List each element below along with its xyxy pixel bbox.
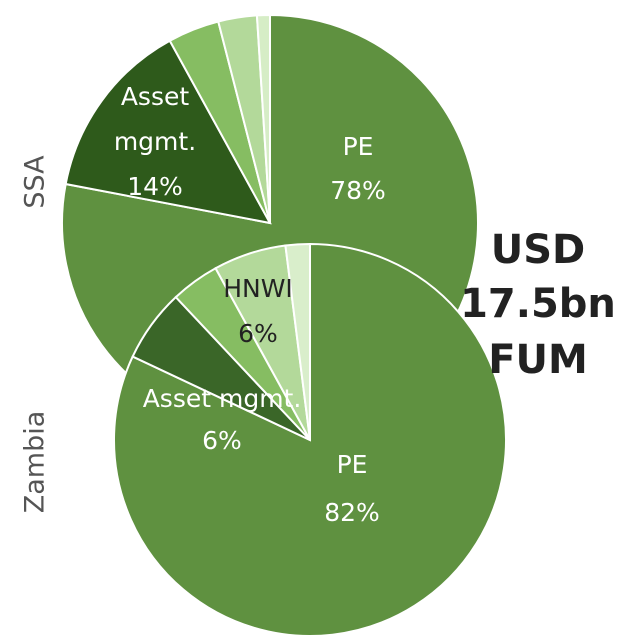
slice-value-label: 78% xyxy=(330,176,386,205)
slice-label: Asset mgmt. xyxy=(143,384,302,413)
slice-value-label: 6% xyxy=(238,319,278,348)
pie-slice xyxy=(284,242,311,441)
annotation: FUM xyxy=(488,337,588,383)
slice-value-label: 6% xyxy=(202,426,242,455)
annotation: USD xyxy=(491,227,586,273)
slice-value-label: 82% xyxy=(324,498,380,527)
pie-title: SSA xyxy=(20,155,51,209)
slice-value-label: 14% xyxy=(127,172,183,201)
slice-label: Asset mgmt. xyxy=(114,82,196,156)
slice-label: PE xyxy=(343,132,374,161)
pie-slice xyxy=(255,13,271,224)
slice-label: HNWI xyxy=(223,274,293,303)
pie-title: Zambia xyxy=(20,411,51,514)
slice-label: PE xyxy=(337,450,368,479)
pie: PE 82% Asset mgmt. 6% HNWI 6% xyxy=(113,242,507,637)
pie-slice xyxy=(64,39,272,225)
annotation: 17.5bn xyxy=(460,281,616,327)
